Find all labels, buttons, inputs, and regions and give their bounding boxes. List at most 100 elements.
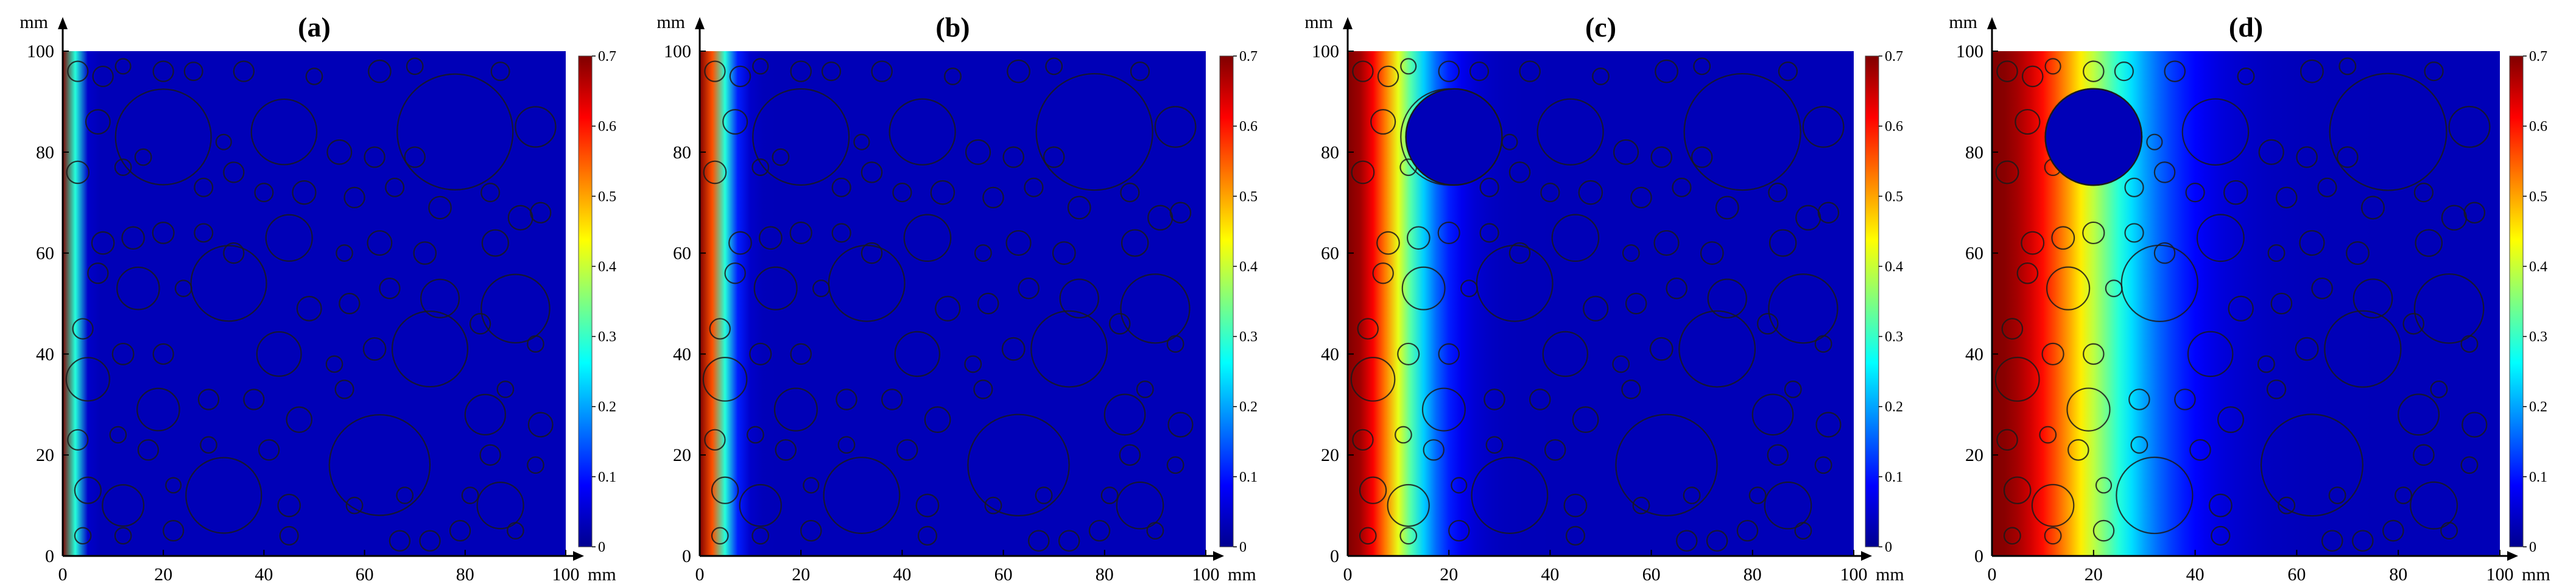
inclusion-circle xyxy=(2257,355,2275,373)
inclusion-circle xyxy=(2237,68,2255,85)
inclusion-circle xyxy=(935,295,961,322)
inclusion-circle xyxy=(1120,183,1140,203)
x-tick-label: 0 xyxy=(695,564,705,585)
y-tick-label: 100 xyxy=(1956,41,1983,62)
inclusion-circle xyxy=(114,158,132,176)
inclusion-circle xyxy=(860,161,883,183)
inclusion-circle xyxy=(894,331,940,378)
x-tick-label: 20 xyxy=(1440,564,1458,585)
inclusion-circle xyxy=(1540,183,1560,203)
inclusion-circle xyxy=(1351,160,1375,185)
x-tick-label: 100 xyxy=(2486,564,2514,585)
x-axis-arrow-icon xyxy=(1861,551,1872,561)
inclusion-circle xyxy=(2275,186,2298,209)
inclusion-circle xyxy=(1693,57,1711,76)
inclusion-circle xyxy=(2328,487,2346,504)
inclusion-circle xyxy=(92,65,114,88)
inclusion-circle xyxy=(800,519,822,542)
inclusion-circle xyxy=(1018,277,1040,300)
inclusion-circle xyxy=(2223,180,2248,205)
inclusion-circle xyxy=(853,133,870,150)
inclusion-circle xyxy=(527,456,544,474)
inclusion-circle xyxy=(1045,57,1063,76)
inclusion-circle xyxy=(2448,105,2491,148)
x-tick-label: 40 xyxy=(255,564,273,585)
inclusion-circle xyxy=(2402,312,2425,335)
inclusion-circle xyxy=(469,313,491,335)
inclusion-circle xyxy=(1768,273,1839,344)
inclusion-circle xyxy=(1485,436,1504,454)
axes xyxy=(1346,27,1863,557)
inclusion-circle xyxy=(1421,387,1466,432)
inclusion-circle xyxy=(116,266,160,311)
inclusion-circle xyxy=(163,519,185,542)
x-axis-label: mm xyxy=(1228,564,1256,585)
inclusion-circle xyxy=(1536,98,1604,166)
inclusion-circle xyxy=(2329,72,2448,191)
inclusion-circle xyxy=(711,527,729,545)
x-tick-label: 40 xyxy=(2186,564,2205,585)
inclusion-circle xyxy=(704,60,726,82)
inclusion-circle xyxy=(1002,146,1024,168)
inclusion-circle xyxy=(1146,522,1164,540)
inclusion-circle xyxy=(2346,241,2370,265)
inclusion-circle xyxy=(1438,343,1460,365)
inclusion-circle xyxy=(1764,481,1812,530)
inclusion-circle xyxy=(917,525,938,546)
inclusion-circle xyxy=(711,476,739,504)
inclusion-circle xyxy=(903,214,952,262)
inclusion-circle xyxy=(724,262,746,284)
inclusion-circle xyxy=(1469,62,1490,82)
inclusion-circle xyxy=(1572,406,1599,434)
inclusion-circle xyxy=(789,221,812,244)
inclusion-circle xyxy=(2410,481,2458,530)
inclusion-circle xyxy=(749,342,772,365)
inclusion-circle xyxy=(1615,413,1718,516)
x-tick-label: 80 xyxy=(1744,564,1762,585)
inclusion-circle xyxy=(461,487,479,504)
inclusion-circle xyxy=(136,387,180,432)
inclusion-circle xyxy=(1768,183,1788,203)
inclusion-circle xyxy=(2361,195,2385,220)
inclusion-circle xyxy=(751,527,770,545)
inclusion-circle xyxy=(982,186,1004,209)
colorbar-tick-label: 0 xyxy=(598,540,605,555)
inclusion-circle xyxy=(2296,146,2318,168)
inclusion-circle xyxy=(334,379,354,399)
inclusion-circle xyxy=(709,318,731,340)
inclusion-circle xyxy=(1024,177,1044,197)
inclusion-circle xyxy=(345,496,364,515)
inclusion-circle xyxy=(1483,388,1505,410)
colorbar-tick-label: 0.4 xyxy=(1885,259,1903,275)
inclusion-circle xyxy=(1653,230,1680,256)
inclusions xyxy=(65,57,557,552)
inclusion-circle xyxy=(121,226,145,250)
inclusion-circle xyxy=(165,477,182,494)
inclusion-circle xyxy=(1406,226,1431,250)
inclusion-circle xyxy=(2083,343,2105,365)
inclusion-circle xyxy=(379,278,401,300)
inclusion-circle xyxy=(1736,519,1759,542)
inclusion-circle xyxy=(775,439,797,461)
inclusion-circle xyxy=(1529,388,1551,410)
inclusion-circle xyxy=(973,379,993,399)
inclusion-circle xyxy=(1707,278,1747,318)
inclusion-circle xyxy=(752,88,850,186)
y-tick-label: 80 xyxy=(673,142,691,163)
y-tick-label: 40 xyxy=(1321,344,1339,364)
inclusion-circle xyxy=(243,388,265,410)
inclusion-circle xyxy=(889,98,956,166)
inclusion-circle xyxy=(1437,221,1460,244)
inclusion-circle xyxy=(362,337,387,361)
inclusion-circle xyxy=(1136,381,1154,398)
inclusion-circle xyxy=(1001,337,1026,361)
inclusion-circle xyxy=(2413,444,2435,466)
inclusion-circle xyxy=(389,530,411,552)
inclusion-circle xyxy=(328,414,431,516)
inclusion-circle xyxy=(1563,493,1588,518)
inclusion-circle xyxy=(2440,522,2458,540)
inclusion-circle xyxy=(215,133,232,150)
inclusion-circle xyxy=(1376,231,1400,255)
inclusion-circle xyxy=(194,223,214,243)
inclusion-circle xyxy=(1778,62,1798,82)
